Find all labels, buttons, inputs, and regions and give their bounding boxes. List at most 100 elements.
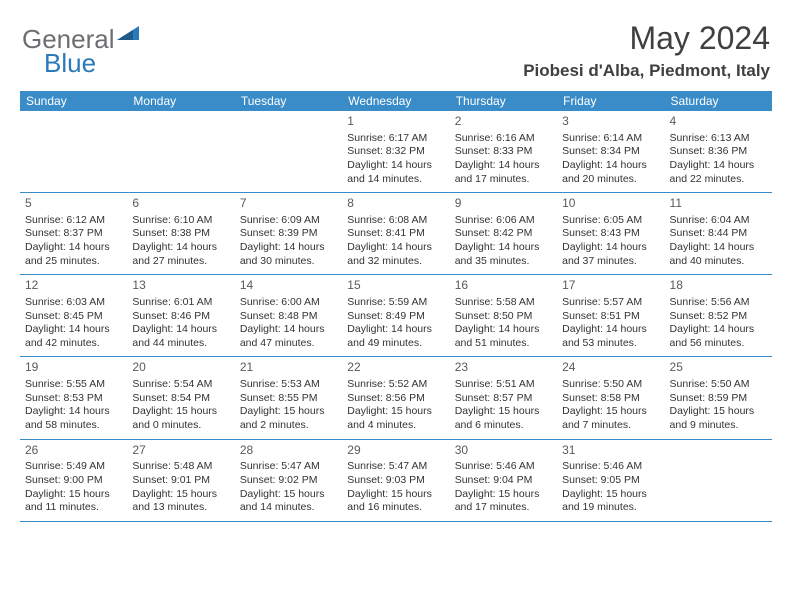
day-cell: 22 Sunrise: 5:52 AM Sunset: 8:56 PM Dayli… xyxy=(342,357,449,438)
day-header: Thursday xyxy=(450,91,557,111)
day-number: 15 xyxy=(347,278,444,294)
day-cell: 31Sunrise: 5:46 AM Sunset: 9:05 PM Dayli… xyxy=(557,440,664,521)
day-number: 6 xyxy=(132,196,229,212)
day-number: 21 xyxy=(240,360,337,376)
day-header: Sunday xyxy=(20,91,127,111)
day-number: 16 xyxy=(455,278,552,294)
day-cell: 2 Sunrise: 6:16 AM Sunset: 8:33 PM Daylig… xyxy=(450,111,557,192)
day-number: 27 xyxy=(132,443,229,459)
day-number: 18 xyxy=(670,278,767,294)
day-cell: 23Sunrise: 5:51 AM Sunset: 8:57 PM Dayli… xyxy=(450,357,557,438)
day-number: 30 xyxy=(455,443,552,459)
logo-triangle-icon xyxy=(117,24,139,45)
day-cell: 3 Sunrise: 6:14 AM Sunset: 8:34 PM Daylig… xyxy=(557,111,664,192)
day-header: Monday xyxy=(127,91,234,111)
day-cell xyxy=(665,440,772,521)
day-cell: 20Sunrise: 5:54 AM Sunset: 8:54 PM Dayli… xyxy=(127,357,234,438)
day-number: 28 xyxy=(240,443,337,459)
day-info: Sunrise: 6:16 AM Sunset: 8:33 PM Dayligh… xyxy=(455,132,552,187)
day-cell: 1 Sunrise: 6:17 AM Sunset: 8:32 PM Daylig… xyxy=(342,111,449,192)
day-cell: 29Sunrise: 5:47 AM Sunset: 9:03 PM Dayli… xyxy=(342,440,449,521)
day-header: Tuesday xyxy=(235,91,342,111)
day-number: 24 xyxy=(562,360,659,376)
day-cell: 21 Sunrise: 5:53 AM Sunset: 8:55 PM Dayli… xyxy=(235,357,342,438)
day-cell: 14Sunrise: 6:00 AM Sunset: 8:48 PM Dayli… xyxy=(235,275,342,356)
day-cell: 9Sunrise: 6:06 AM Sunset: 8:42 PM Daylig… xyxy=(450,193,557,274)
day-number: 4 xyxy=(670,114,767,130)
day-info: Sunrise: 6:09 AM Sunset: 8:39 PM Dayligh… xyxy=(240,214,337,269)
day-cell: 5Sunrise: 6:12 AM Sunset: 8:37 PM Daylig… xyxy=(20,193,127,274)
day-info: Sunrise: 6:03 AM Sunset: 8:45 PM Dayligh… xyxy=(25,296,122,351)
day-cell: 18 Sunrise: 5:56 AM Sunset: 8:52 PM Dayli… xyxy=(665,275,772,356)
day-header: Saturday xyxy=(665,91,772,111)
day-cell: 7 Sunrise: 6:09 AM Sunset: 8:39 PM Daylig… xyxy=(235,193,342,274)
day-cell xyxy=(235,111,342,192)
day-info: Sunrise: 6:13 AM Sunset: 8:36 PM Dayligh… xyxy=(670,132,767,187)
day-number: 10 xyxy=(562,196,659,212)
day-info: Sunrise: 5:57 AM Sunset: 8:51 PM Dayligh… xyxy=(562,296,659,351)
day-number: 19 xyxy=(25,360,122,376)
calendar-grid: SundayMondayTuesdayWednesdayThursdayFrid… xyxy=(20,91,772,522)
day-number: 26 xyxy=(25,443,122,459)
day-info: Sunrise: 5:46 AM Sunset: 9:04 PM Dayligh… xyxy=(455,460,552,515)
day-number: 23 xyxy=(455,360,552,376)
day-cell: 10 Sunrise: 6:05 AM Sunset: 8:43 PM Dayli… xyxy=(557,193,664,274)
logo-text-blue: Blue xyxy=(44,48,96,78)
day-info: Sunrise: 5:50 AM Sunset: 8:58 PM Dayligh… xyxy=(562,378,659,433)
day-info: Sunrise: 5:56 AM Sunset: 8:52 PM Dayligh… xyxy=(670,296,767,351)
day-number: 17 xyxy=(562,278,659,294)
day-info: Sunrise: 6:00 AM Sunset: 8:48 PM Dayligh… xyxy=(240,296,337,351)
day-info: Sunrise: 5:52 AM Sunset: 8:56 PM Dayligh… xyxy=(347,378,444,433)
week-row: 1 Sunrise: 6:17 AM Sunset: 8:32 PM Daylig… xyxy=(20,111,772,193)
day-number: 29 xyxy=(347,443,444,459)
day-number: 7 xyxy=(240,196,337,212)
day-info: Sunrise: 5:49 AM Sunset: 9:00 PM Dayligh… xyxy=(25,460,122,515)
day-cell: 15 Sunrise: 5:59 AM Sunset: 8:49 PM Dayli… xyxy=(342,275,449,356)
title-block: May 2024 Piobesi d'Alba, Piedmont, Italy xyxy=(523,20,770,81)
day-number: 3 xyxy=(562,114,659,130)
day-info: Sunrise: 5:47 AM Sunset: 9:03 PM Dayligh… xyxy=(347,460,444,515)
day-number: 11 xyxy=(670,196,767,212)
day-number: 8 xyxy=(347,196,444,212)
day-number: 22 xyxy=(347,360,444,376)
day-cell: 17 Sunrise: 5:57 AM Sunset: 8:51 PM Dayli… xyxy=(557,275,664,356)
day-cell: 26Sunrise: 5:49 AM Sunset: 9:00 PM Dayli… xyxy=(20,440,127,521)
day-info: Sunrise: 6:04 AM Sunset: 8:44 PM Dayligh… xyxy=(670,214,767,269)
day-cell: 12Sunrise: 6:03 AM Sunset: 8:45 PM Dayli… xyxy=(20,275,127,356)
day-info: Sunrise: 5:59 AM Sunset: 8:49 PM Dayligh… xyxy=(347,296,444,351)
day-cell: 16 Sunrise: 5:58 AM Sunset: 8:50 PM Dayli… xyxy=(450,275,557,356)
month-title: May 2024 xyxy=(523,20,770,57)
day-info: Sunrise: 5:50 AM Sunset: 8:59 PM Dayligh… xyxy=(670,378,767,433)
day-header: Friday xyxy=(557,91,664,111)
day-cell: 24 Sunrise: 5:50 AM Sunset: 8:58 PM Dayli… xyxy=(557,357,664,438)
day-cell xyxy=(127,111,234,192)
day-cell: 19 Sunrise: 5:55 AM Sunset: 8:53 PM Dayli… xyxy=(20,357,127,438)
calendar-header-row: SundayMondayTuesdayWednesdayThursdayFrid… xyxy=(20,91,772,111)
day-number: 13 xyxy=(132,278,229,294)
day-info: Sunrise: 6:14 AM Sunset: 8:34 PM Dayligh… xyxy=(562,132,659,187)
day-number: 5 xyxy=(25,196,122,212)
week-row: 19 Sunrise: 5:55 AM Sunset: 8:53 PM Dayli… xyxy=(20,357,772,439)
week-row: 26Sunrise: 5:49 AM Sunset: 9:00 PM Dayli… xyxy=(20,440,772,522)
day-info: Sunrise: 6:06 AM Sunset: 8:42 PM Dayligh… xyxy=(455,214,552,269)
day-info: Sunrise: 5:54 AM Sunset: 8:54 PM Dayligh… xyxy=(132,378,229,433)
day-cell: 4 Sunrise: 6:13 AM Sunset: 8:36 PM Daylig… xyxy=(665,111,772,192)
day-info: Sunrise: 5:53 AM Sunset: 8:55 PM Dayligh… xyxy=(240,378,337,433)
day-info: Sunrise: 6:10 AM Sunset: 8:38 PM Dayligh… xyxy=(132,214,229,269)
day-info: Sunrise: 5:46 AM Sunset: 9:05 PM Dayligh… xyxy=(562,460,659,515)
day-info: Sunrise: 6:05 AM Sunset: 8:43 PM Dayligh… xyxy=(562,214,659,269)
day-info: Sunrise: 5:47 AM Sunset: 9:02 PM Dayligh… xyxy=(240,460,337,515)
day-number: 31 xyxy=(562,443,659,459)
day-cell: 28Sunrise: 5:47 AM Sunset: 9:02 PM Dayli… xyxy=(235,440,342,521)
day-info: Sunrise: 6:08 AM Sunset: 8:41 PM Dayligh… xyxy=(347,214,444,269)
day-cell xyxy=(20,111,127,192)
day-number: 2 xyxy=(455,114,552,130)
day-cell: 27Sunrise: 5:48 AM Sunset: 9:01 PM Dayli… xyxy=(127,440,234,521)
day-info: Sunrise: 5:58 AM Sunset: 8:50 PM Dayligh… xyxy=(455,296,552,351)
day-info: Sunrise: 6:17 AM Sunset: 8:32 PM Dayligh… xyxy=(347,132,444,187)
day-number: 1 xyxy=(347,114,444,130)
day-info: Sunrise: 5:55 AM Sunset: 8:53 PM Dayligh… xyxy=(25,378,122,433)
week-row: 5Sunrise: 6:12 AM Sunset: 8:37 PM Daylig… xyxy=(20,193,772,275)
day-info: Sunrise: 5:48 AM Sunset: 9:01 PM Dayligh… xyxy=(132,460,229,515)
day-cell: 11 Sunrise: 6:04 AM Sunset: 8:44 PM Dayli… xyxy=(665,193,772,274)
